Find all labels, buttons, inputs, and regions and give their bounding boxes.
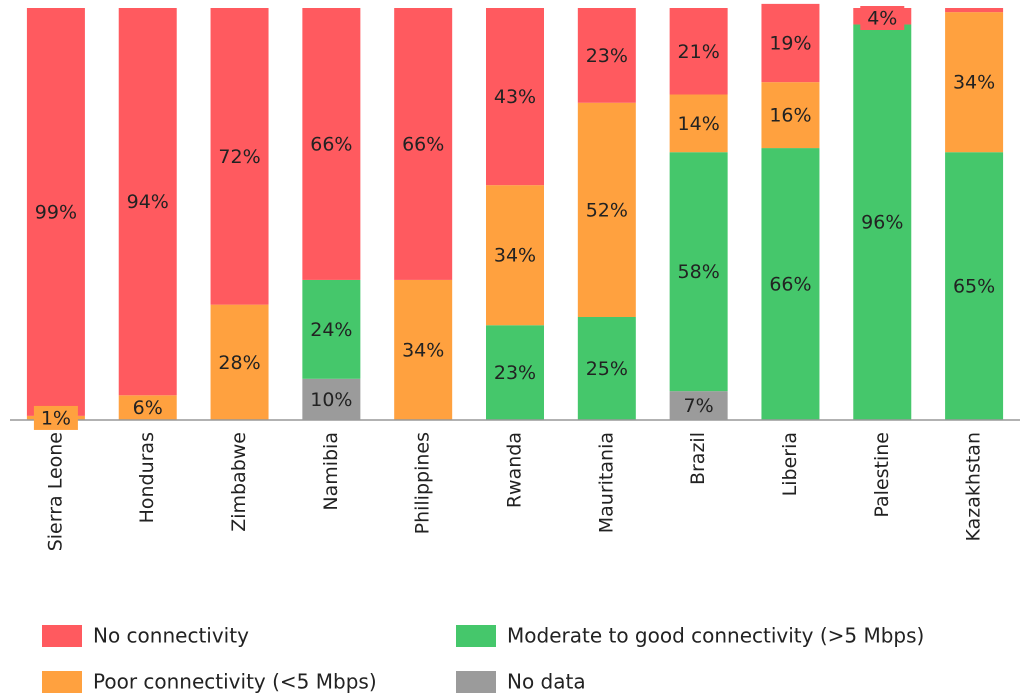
label-background [860, 6, 905, 30]
data-label: 23% [494, 362, 536, 384]
data-label: 16% [769, 105, 811, 127]
bar-segment [669, 8, 728, 95]
legend-swatch [456, 625, 496, 647]
bar-segment [761, 148, 820, 420]
x-tick-label: Philippines [412, 432, 434, 534]
x-tick-label: Brazil [687, 432, 709, 485]
data-label: 58% [678, 261, 720, 283]
data-label: 34% [953, 72, 995, 94]
x-tick-label: Rwanda [504, 432, 526, 508]
data-label: 28% [218, 352, 260, 374]
data-label: 23% [586, 45, 628, 67]
x-tick-label: Honduras [136, 432, 158, 523]
legend-swatch [456, 671, 496, 693]
bar-segment [945, 8, 1004, 13]
bar-segment [761, 82, 820, 149]
legend-swatch [42, 671, 82, 693]
data-label: 7% [684, 395, 714, 417]
bar-segment [945, 152, 1004, 420]
bar-segment [853, 24, 912, 420]
bar-segment [669, 152, 728, 392]
bar-segment [486, 8, 544, 186]
data-label: 21% [678, 41, 720, 63]
bar-segment [669, 94, 728, 153]
bar-segment [394, 8, 453, 280]
x-tick-label: Liberia [779, 432, 801, 496]
legend-label: No connectivity [93, 624, 249, 648]
data-label: 66% [402, 133, 444, 155]
legend-label: Moderate to good connectivity (>5 Mbps) [507, 624, 924, 648]
x-tick-label: Palestine [871, 432, 893, 518]
bar-segment [210, 8, 269, 305]
bar-segment [210, 304, 269, 420]
data-label: 10% [310, 389, 352, 411]
bar-segment [577, 317, 636, 420]
bar-segment [577, 102, 636, 317]
bar-segment [761, 3, 820, 83]
x-tick-label: Mauritania [595, 432, 617, 533]
bar-segment [577, 8, 636, 103]
data-label: 65% [953, 276, 995, 298]
bar-segment [669, 391, 728, 420]
data-label: 43% [494, 86, 536, 108]
bar-segment [118, 395, 177, 420]
x-tick-label: Kazakhstan [963, 432, 985, 541]
bar-segment [486, 185, 544, 326]
legend-label: No data [507, 670, 586, 694]
data-label: 1% [41, 407, 71, 429]
data-label: 72% [218, 146, 260, 168]
data-label: 14% [678, 113, 720, 135]
bar-segment [302, 279, 361, 379]
bar-segment [394, 279, 453, 420]
label-background [33, 405, 78, 430]
data-label: 25% [586, 358, 628, 380]
data-label: 24% [310, 319, 352, 341]
bar-segment [26, 8, 85, 416]
data-label: 99% [35, 201, 77, 223]
data-label: 4% [867, 8, 897, 30]
bar-segment [302, 8, 361, 280]
data-label: 34% [494, 245, 536, 267]
x-tick-label: Sierra Leone [44, 432, 66, 551]
bar-segment [302, 378, 361, 420]
data-label: 19% [769, 33, 811, 55]
legend-swatch [42, 625, 82, 647]
data-label: 66% [310, 133, 352, 155]
bar-segment [945, 12, 1004, 153]
data-label: 66% [769, 274, 811, 296]
bar-segment [486, 325, 544, 420]
x-tick-label: Namibia [320, 432, 342, 511]
data-label: 94% [127, 191, 169, 213]
data-label: 6% [133, 397, 163, 419]
bar-segment [118, 8, 177, 396]
x-tick-label: Zimbabwe [228, 432, 250, 532]
data-label: 52% [586, 199, 628, 221]
legend-label: Poor connectivity (<5 Mbps) [93, 670, 377, 694]
data-label: 34% [402, 339, 444, 361]
data-label: 96% [861, 212, 903, 234]
